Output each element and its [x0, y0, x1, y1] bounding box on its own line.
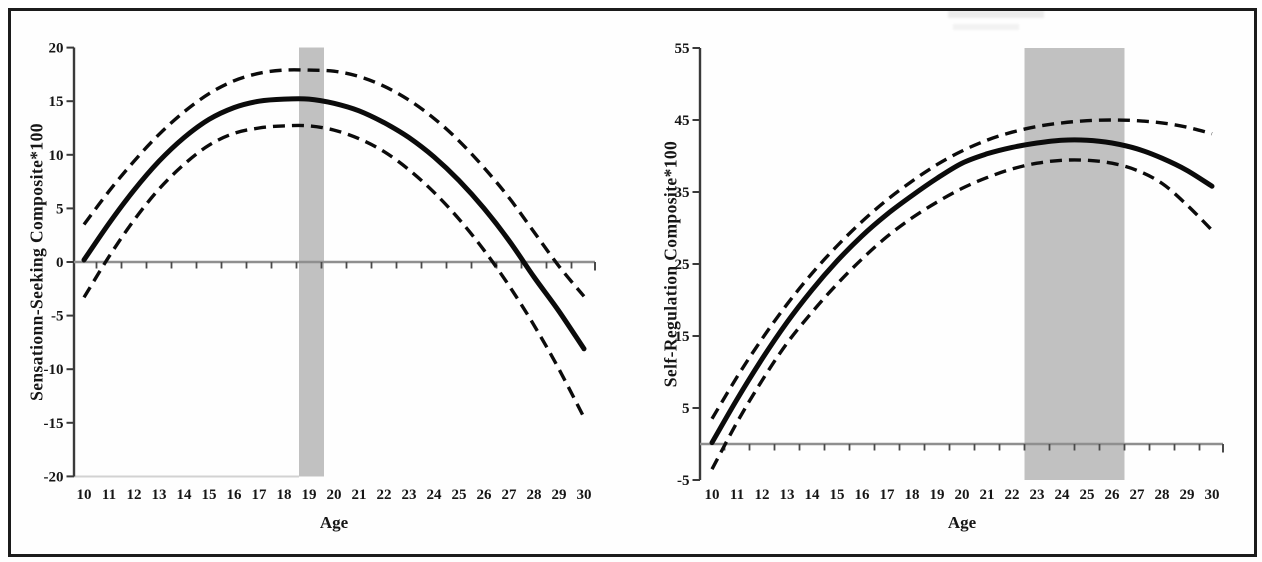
svg-text:15: 15: [202, 487, 217, 503]
series-estimate: [709, 137, 1215, 446]
series-upper-confidence: [82, 68, 586, 298]
svg-text:12: 12: [127, 487, 142, 503]
svg-text:14: 14: [805, 487, 821, 503]
series-upper-confidence: [710, 118, 1213, 420]
svg-text:-15: -15: [44, 416, 64, 432]
svg-text:25: 25: [452, 487, 467, 503]
svg-text:28: 28: [527, 487, 542, 503]
svg-text:5: 5: [682, 401, 690, 417]
svg-text:24: 24: [427, 487, 443, 503]
left-y-axis-title: Sensationn-Seeking Composite*100: [26, 123, 47, 401]
svg-text:22: 22: [377, 487, 392, 503]
shaded-age-band: [1024, 48, 1125, 480]
y-axis: 55 45 35 25 15 5 -5: [675, 41, 702, 489]
svg-text:13: 13: [152, 487, 167, 503]
svg-text:19: 19: [302, 487, 317, 503]
svg-text:17: 17: [252, 487, 268, 503]
svg-text:13: 13: [780, 487, 795, 503]
svg-text:28: 28: [1155, 487, 1170, 503]
svg-text:24: 24: [1055, 487, 1071, 503]
scan-artifact: [953, 24, 1019, 30]
svg-text:0: 0: [56, 255, 64, 271]
svg-text:14: 14: [177, 487, 193, 503]
svg-text:55: 55: [675, 41, 690, 57]
svg-text:19: 19: [930, 487, 945, 503]
svg-text:10: 10: [49, 148, 64, 164]
svg-text:22: 22: [1005, 487, 1020, 503]
svg-text:21: 21: [980, 487, 995, 503]
svg-text:5: 5: [56, 201, 64, 217]
scan-artifact: [948, 10, 1044, 18]
svg-text:29: 29: [1180, 487, 1195, 503]
series-lower-confidence: [82, 123, 586, 419]
svg-text:21: 21: [352, 487, 367, 503]
svg-text:26: 26: [477, 487, 493, 503]
svg-text:30: 30: [1205, 487, 1220, 503]
svg-text:-10: -10: [44, 362, 64, 378]
svg-text:18: 18: [277, 487, 292, 503]
svg-text:45: 45: [675, 113, 690, 129]
svg-text:-5: -5: [51, 309, 64, 325]
svg-text:10: 10: [705, 487, 720, 503]
svg-text:23: 23: [402, 487, 417, 503]
svg-text:12: 12: [755, 487, 770, 503]
svg-text:20: 20: [49, 41, 64, 57]
svg-text:16: 16: [855, 487, 871, 503]
svg-text:27: 27: [1130, 487, 1146, 503]
right-x-axis-title: Age: [947, 513, 977, 532]
svg-text:20: 20: [955, 487, 970, 503]
svg-text:35: 35: [675, 185, 690, 201]
y-axis: 20 15 10 5 0 -5 -10 -15 -20: [44, 41, 76, 485]
svg-text:18: 18: [905, 487, 920, 503]
svg-text:16: 16: [227, 487, 243, 503]
series-estimate: [81, 96, 587, 352]
left-x-axis-title: Age: [319, 513, 349, 532]
left-chart: 20 15 10 5 0 -5 -10 -15 -20 10 11 12 13 14 15 16 17 18 19 2…: [44, 41, 596, 503]
svg-text:25: 25: [675, 257, 690, 273]
svg-text:-20: -20: [44, 469, 64, 485]
svg-text:15: 15: [675, 329, 690, 345]
svg-text:10: 10: [77, 487, 92, 503]
svg-text:20: 20: [327, 487, 342, 503]
right-chart: 55 45 35 25 15 5 -5 10 11 12 13 14 15 16 17 18 19 20 21 22 2…: [675, 41, 1224, 503]
svg-text:29: 29: [552, 487, 567, 503]
svg-text:15: 15: [830, 487, 845, 503]
svg-text:30: 30: [577, 487, 592, 503]
series-lower-confidence: [710, 158, 1214, 471]
svg-text:25: 25: [1080, 487, 1095, 503]
svg-text:17: 17: [880, 487, 896, 503]
svg-text:15: 15: [49, 94, 64, 110]
svg-text:26: 26: [1105, 487, 1121, 503]
svg-text:23: 23: [1030, 487, 1045, 503]
svg-text:11: 11: [102, 487, 116, 503]
right-y-axis-title: Self-Regulation Composite*100: [660, 140, 681, 388]
x-axis: 10 11 12 13 14 15 16 17 18 19 20 21 22 23 24 25 26 27 28 29…: [74, 260, 596, 503]
svg-text:11: 11: [730, 487, 744, 503]
svg-text:27: 27: [502, 487, 518, 503]
svg-text:-5: -5: [677, 473, 690, 489]
x-axis: 10 11 12 13 14 15 16 17 18 19 20 21 22 23 24 25 26 27 28 29…: [700, 442, 1224, 503]
